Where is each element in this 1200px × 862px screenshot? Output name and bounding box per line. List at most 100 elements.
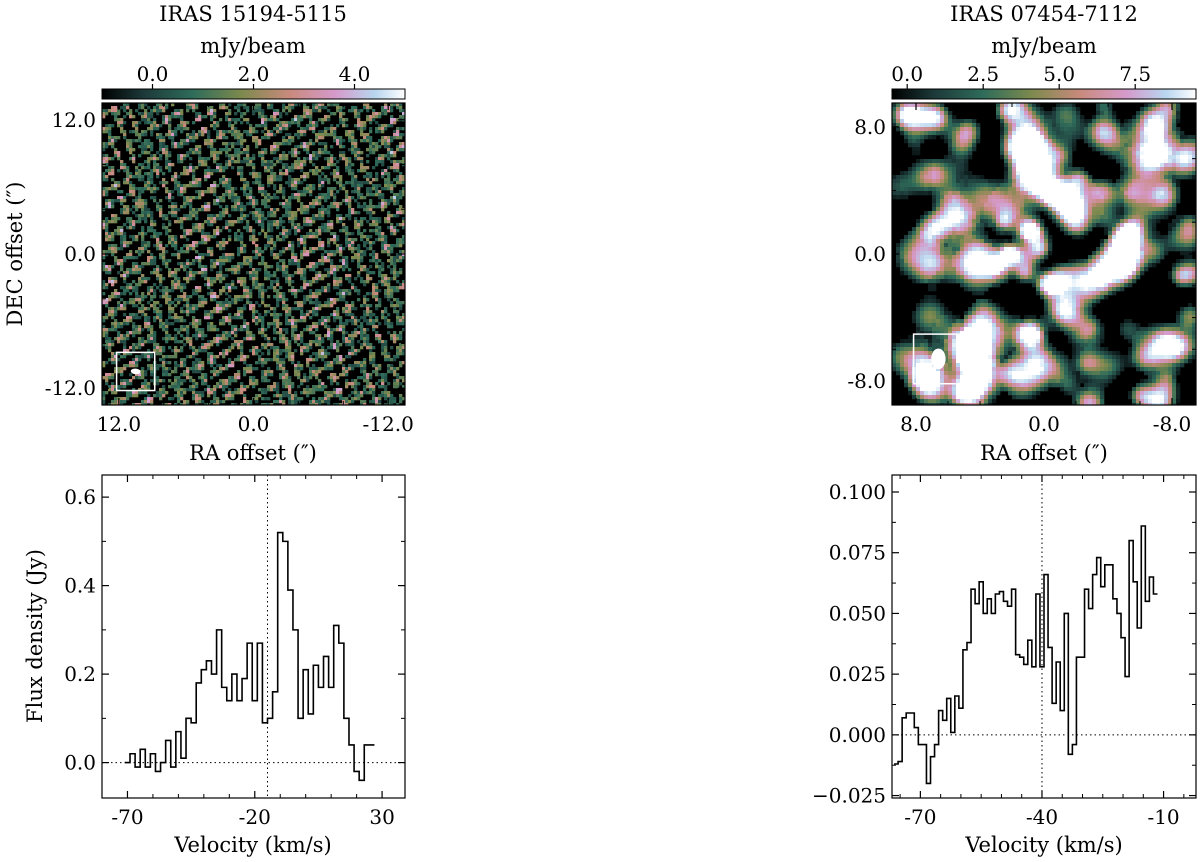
map-pixel xyxy=(315,229,319,233)
map-pixel xyxy=(345,277,349,281)
map-pixel xyxy=(141,373,145,377)
map-pixel xyxy=(315,199,319,203)
map-pixel xyxy=(162,253,166,257)
map-pixel xyxy=(138,271,142,275)
map-pixel xyxy=(234,265,238,269)
map-pixel xyxy=(237,157,241,161)
map-pixel xyxy=(255,382,259,386)
map-pixel xyxy=(105,379,109,383)
map-pixel xyxy=(240,112,244,116)
map-pixel xyxy=(243,286,247,290)
map-pixel xyxy=(240,247,244,251)
map-pixel xyxy=(213,262,217,266)
map-pixel xyxy=(141,313,145,317)
map-pixel xyxy=(141,178,145,182)
map-pixel xyxy=(126,391,130,395)
map-pixel xyxy=(249,367,253,371)
map-pixel xyxy=(165,298,169,302)
map-pixel xyxy=(303,316,307,320)
map-pixel xyxy=(309,193,313,197)
map-pixel xyxy=(312,169,316,173)
map-pixel xyxy=(363,106,367,110)
map-pixel xyxy=(213,124,217,128)
map-pixel xyxy=(129,256,133,260)
map-pixel xyxy=(348,211,352,215)
map-pixel xyxy=(132,325,136,329)
map-pixel xyxy=(180,319,184,323)
map-pixel xyxy=(129,190,133,194)
map-pixel xyxy=(201,376,205,380)
map-pixel xyxy=(222,148,226,152)
map-pixel xyxy=(105,127,109,131)
map-pixel xyxy=(285,181,289,185)
map-pixel xyxy=(237,160,241,164)
map-pixel xyxy=(237,235,241,239)
map-pixel xyxy=(213,367,217,371)
map-pixel xyxy=(246,226,250,230)
map-pixel xyxy=(147,175,151,179)
map-pixel xyxy=(360,139,364,143)
map-pixel xyxy=(294,307,298,311)
map-pixel xyxy=(384,292,388,296)
map-pixel xyxy=(249,157,253,161)
map-pixel xyxy=(375,145,379,149)
map-pixel xyxy=(333,361,337,365)
map-pixel xyxy=(390,334,394,338)
map-pixel xyxy=(336,325,340,329)
map-pixel xyxy=(246,292,250,296)
map-pixel xyxy=(150,286,154,290)
map-pixel xyxy=(153,229,157,233)
map-pixel xyxy=(153,307,157,311)
map-pixel xyxy=(294,196,298,200)
map-pixel xyxy=(282,172,286,176)
map-pixel xyxy=(141,148,145,152)
map-pixel xyxy=(156,349,160,353)
map-pixel xyxy=(306,325,310,329)
map-pixel xyxy=(120,298,124,302)
map-pixel xyxy=(285,154,289,158)
map-pixel xyxy=(228,124,232,128)
map-pixel xyxy=(369,202,373,206)
map-pixel xyxy=(288,124,292,128)
map-pixel xyxy=(333,175,337,179)
map-pixel xyxy=(330,190,334,194)
map-pixel xyxy=(141,376,145,380)
map-pixel xyxy=(348,199,352,203)
map-pixel xyxy=(222,316,226,320)
map-pixel xyxy=(168,193,172,197)
map-pixel xyxy=(372,322,376,326)
map-pixel xyxy=(111,355,115,359)
map-pixel xyxy=(186,121,190,125)
map-pixel xyxy=(303,328,307,332)
map-pixel xyxy=(384,247,388,251)
map-pixel xyxy=(177,208,181,212)
map-pixel xyxy=(192,319,196,323)
map-pixel xyxy=(210,118,214,122)
map-pixel xyxy=(399,142,403,146)
map-pixel xyxy=(156,313,160,317)
map-pixel xyxy=(102,157,106,161)
map-pixel xyxy=(399,103,403,107)
map-pixel xyxy=(129,148,133,152)
map-pixel xyxy=(240,103,244,107)
map-pixel xyxy=(321,274,325,278)
map-pixel xyxy=(366,103,370,107)
map-pixel xyxy=(237,199,241,203)
map-pixel xyxy=(390,247,394,251)
map-pixel xyxy=(276,355,280,359)
map-pixel xyxy=(294,223,298,227)
map-pixel xyxy=(222,301,226,305)
map-pixel xyxy=(144,307,148,311)
map-pixel xyxy=(219,103,223,107)
map-pixel xyxy=(390,184,394,188)
map-pixel xyxy=(396,244,400,248)
map-pixel xyxy=(270,130,274,134)
map-pixel xyxy=(360,259,364,263)
map-pixel xyxy=(264,166,268,170)
map-pixel xyxy=(285,328,289,332)
map-pixel xyxy=(282,262,286,266)
map-pixel xyxy=(327,325,331,329)
map-pixel xyxy=(159,103,163,107)
map-pixel xyxy=(117,331,121,335)
map-pixel xyxy=(321,223,325,227)
